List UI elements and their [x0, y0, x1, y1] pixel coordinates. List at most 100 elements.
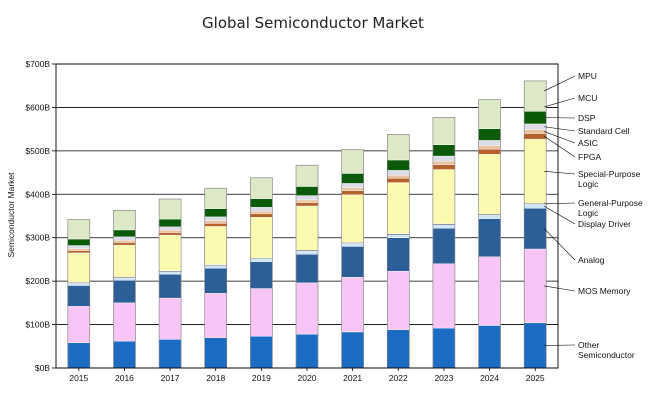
bar-segment: [341, 149, 364, 174]
x-tick-label: 2015: [69, 373, 88, 383]
bar-segment: [387, 134, 410, 161]
bar-segment: [387, 237, 410, 272]
bar-segment: [478, 128, 501, 141]
x-tick-label: 2023: [434, 373, 453, 383]
chart-title: Global Semiconductor Market: [202, 14, 424, 32]
x-tick-label: 2025: [526, 373, 545, 383]
bar-segment: [67, 248, 91, 251]
bar-segment: [295, 195, 319, 201]
legend-leader-line: [544, 202, 576, 205]
bar-segment: [250, 207, 273, 212]
bar-segment: [158, 230, 182, 233]
x-tick-label: 2017: [161, 373, 180, 383]
bar-segment: [387, 329, 410, 369]
bar-segment: [67, 306, 91, 344]
bar-segment: [250, 258, 273, 262]
bar-segment: [341, 190, 364, 195]
bar-segment: [204, 293, 227, 338]
bar-segment: [204, 216, 227, 221]
legend-label: DSP: [578, 113, 596, 123]
legend-label: FPGA: [578, 152, 601, 162]
legend-leader-line: [544, 97, 576, 108]
bar-segment: [113, 277, 136, 281]
legend-label: Display Driver: [578, 219, 631, 229]
bar-segment: [387, 234, 410, 238]
bar-segment: [67, 245, 91, 249]
bar-segment: [204, 265, 227, 269]
bar-segment: [158, 339, 182, 369]
bar-segment: [523, 123, 547, 130]
bar-segment: [341, 331, 364, 369]
legend-label: Logic: [578, 208, 599, 218]
bar-segment: [158, 297, 182, 340]
bar-segment: [341, 246, 364, 278]
x-tick-label: 2019: [252, 373, 271, 383]
bar-segment: [478, 145, 501, 150]
bar-segment: [204, 188, 227, 209]
legend-leader-line: [544, 285, 576, 292]
bar-segment: [523, 322, 547, 369]
y-tick-label: $0B: [35, 363, 50, 373]
bar-segment: [113, 240, 136, 243]
bar-segment: [478, 218, 501, 258]
bar-segment: [432, 169, 456, 225]
bar-segment: [295, 250, 319, 255]
y-tick-label: $100B: [25, 320, 50, 330]
y-tick-label: $400B: [25, 189, 50, 199]
bar-segment: [250, 211, 273, 215]
legend-leader-line: [543, 228, 576, 261]
bar-segment: [250, 261, 273, 289]
bar-segment: [204, 226, 227, 265]
bar-segment: [250, 336, 273, 369]
x-tick-label: 2024: [480, 373, 499, 383]
bar-segment: [523, 133, 547, 140]
legend-leader-line: [544, 131, 576, 144]
bar-segment: [204, 208, 227, 218]
bar-segment: [295, 199, 319, 203]
legend-label: Analog: [578, 255, 605, 265]
bar-segment: [204, 267, 227, 294]
legend-leader-line: [544, 126, 576, 132]
bar-segment: [432, 161, 456, 165]
bar-segment: [478, 256, 501, 326]
bar-segment: [158, 234, 182, 271]
bar-segment: [387, 159, 410, 171]
bar-segment: [432, 117, 456, 145]
bar-segment: [295, 164, 319, 187]
bar-segment: [523, 248, 547, 324]
x-tick-label: 2021: [343, 373, 362, 383]
bars: [67, 80, 547, 369]
bar-segment: [158, 198, 182, 220]
bar-segment: [295, 205, 319, 251]
bar-segment: [295, 254, 319, 284]
bar-segment: [432, 224, 456, 229]
bar-segment: [341, 173, 364, 184]
bar-segment: [523, 80, 547, 112]
legend-label: Other: [578, 340, 599, 350]
bar-segment: [67, 238, 91, 246]
bar-segment: [341, 187, 364, 192]
bar-segment: [113, 244, 136, 278]
bar-segment: [341, 194, 364, 243]
y-tick-label: $600B: [25, 102, 50, 112]
bar-segment: [158, 226, 182, 231]
legend-label: Standard Cell: [578, 126, 630, 136]
legend-leader-line: [544, 170, 576, 175]
bar-segment: [204, 223, 227, 227]
bar-segment: [295, 186, 319, 196]
bar-segment: [67, 283, 91, 286]
bar-segment: [295, 282, 319, 335]
bar-segment: [341, 277, 364, 333]
bar-segment: [158, 218, 182, 228]
bar-segment: [478, 140, 501, 146]
legend-leader-line: [544, 205, 576, 225]
bar-segment: [113, 229, 136, 238]
bar-segment: [113, 340, 136, 369]
bar-segment: [523, 111, 547, 125]
bar-segment: [432, 144, 456, 157]
y-axis-label: Semiconductor Market: [6, 172, 16, 258]
bar-segment: [523, 138, 547, 204]
bar-segment: [67, 252, 91, 283]
bar-segment: [387, 174, 410, 179]
